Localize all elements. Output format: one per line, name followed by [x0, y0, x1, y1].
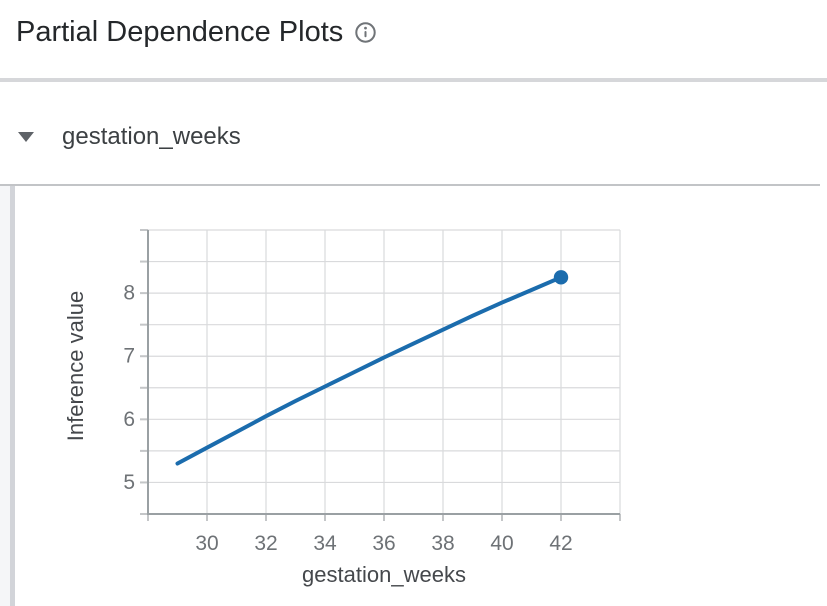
info-icon[interactable] [354, 21, 377, 44]
scrollbar-thumb[interactable] [10, 186, 15, 606]
svg-text:32: 32 [254, 532, 277, 555]
page-header: Partial Dependence Plots [16, 12, 377, 52]
chart-panel: 5 6 7 8 30 32 34 36 38 40 42 Inference value gesta… [0, 186, 827, 606]
svg-text:36: 36 [372, 532, 395, 555]
page-title: Partial Dependence Plots [16, 16, 344, 48]
x-tick-labels: 30 32 34 36 38 40 42 [195, 532, 572, 555]
svg-text:6: 6 [123, 408, 135, 431]
svg-text:40: 40 [490, 532, 513, 555]
svg-text:34: 34 [313, 532, 337, 555]
svg-text:7: 7 [123, 345, 135, 368]
axes [147, 230, 620, 515]
svg-text:38: 38 [431, 532, 454, 555]
tick-marks [140, 229, 621, 521]
svg-text:30: 30 [195, 532, 218, 555]
scrollbar-track [0, 186, 10, 606]
section-divider [0, 184, 820, 186]
svg-text:8: 8 [123, 282, 135, 305]
grid-lines [147, 229, 621, 515]
feature-section-header[interactable]: gestation_weeks [0, 119, 820, 154]
feature-name-label: gestation_weeks [62, 122, 241, 150]
header-divider [0, 78, 827, 82]
x-axis-title: gestation_weeks [302, 562, 466, 587]
collapse-arrow-icon[interactable] [18, 131, 34, 142]
pdp-chart: 5 6 7 8 30 32 34 36 38 40 42 [123, 229, 621, 555]
y-axis-title: Inference value [63, 290, 88, 442]
pdp-line [175, 275, 563, 466]
svg-text:42: 42 [549, 532, 572, 555]
pdp-endpoint-marker [553, 270, 569, 285]
svg-text:5: 5 [123, 471, 135, 494]
y-tick-labels: 5 6 7 8 [123, 282, 135, 494]
